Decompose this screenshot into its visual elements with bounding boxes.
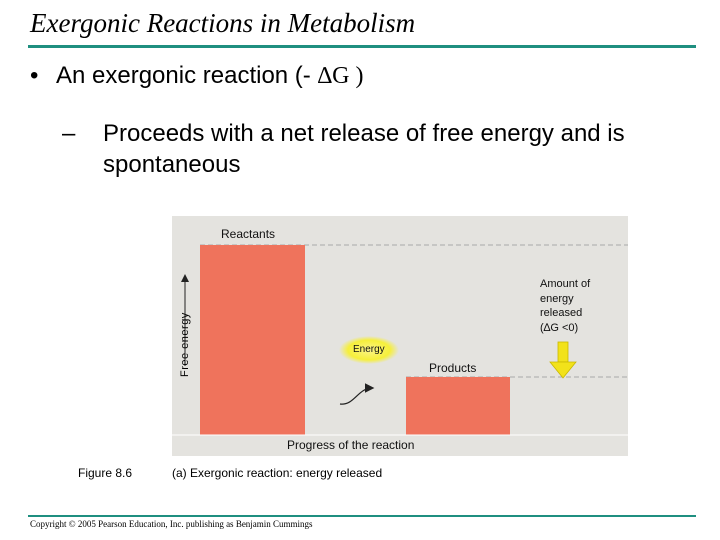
title-divider [28, 45, 696, 48]
bullet-dot: • [30, 62, 39, 89]
products-label: Products [429, 361, 477, 375]
figure-number: Figure 8.6 [78, 466, 133, 480]
sub-bullet-dash: – [62, 120, 76, 147]
reactants-bar [200, 245, 305, 435]
products-bar [406, 377, 510, 435]
x-axis-label: Progress of the reaction [287, 438, 415, 452]
energy-release-arrow [339, 383, 375, 405]
y-axis-label: Free energy [179, 312, 191, 377]
slide-title: Exergonic Reactions in Metabolism [30, 8, 416, 38]
footer-divider [28, 515, 696, 517]
copyright-footer: Copyright © 2005 Pearson Education, Inc.… [30, 519, 313, 529]
exergonic-diagram [172, 216, 628, 456]
energy-glow [339, 336, 399, 364]
amount-line: Amount of [540, 278, 591, 290]
delta-g-symbol: ∆G ) [317, 63, 364, 89]
figure-caption: (a) Exergonic reaction: energy released [172, 466, 383, 480]
energy-label: Energy [353, 344, 385, 355]
amount-released-arrow [549, 341, 577, 379]
bullet-text: An exergonic reaction (- [56, 62, 318, 89]
bullet-1: • An exergonic reaction (- ∆G ) [30, 62, 363, 90]
reactants-label: Reactants [221, 227, 276, 241]
amount-line: released [540, 307, 583, 319]
amount-line: (∆G <0) [540, 321, 579, 334]
sub-bullet-text: Proceeds with a net release of free ener… [103, 120, 625, 178]
amount-released-label: Amount of energy released (∆G <0) [540, 277, 620, 335]
amount-line: energy [540, 292, 574, 305]
diagram-canvas [172, 244, 628, 436]
